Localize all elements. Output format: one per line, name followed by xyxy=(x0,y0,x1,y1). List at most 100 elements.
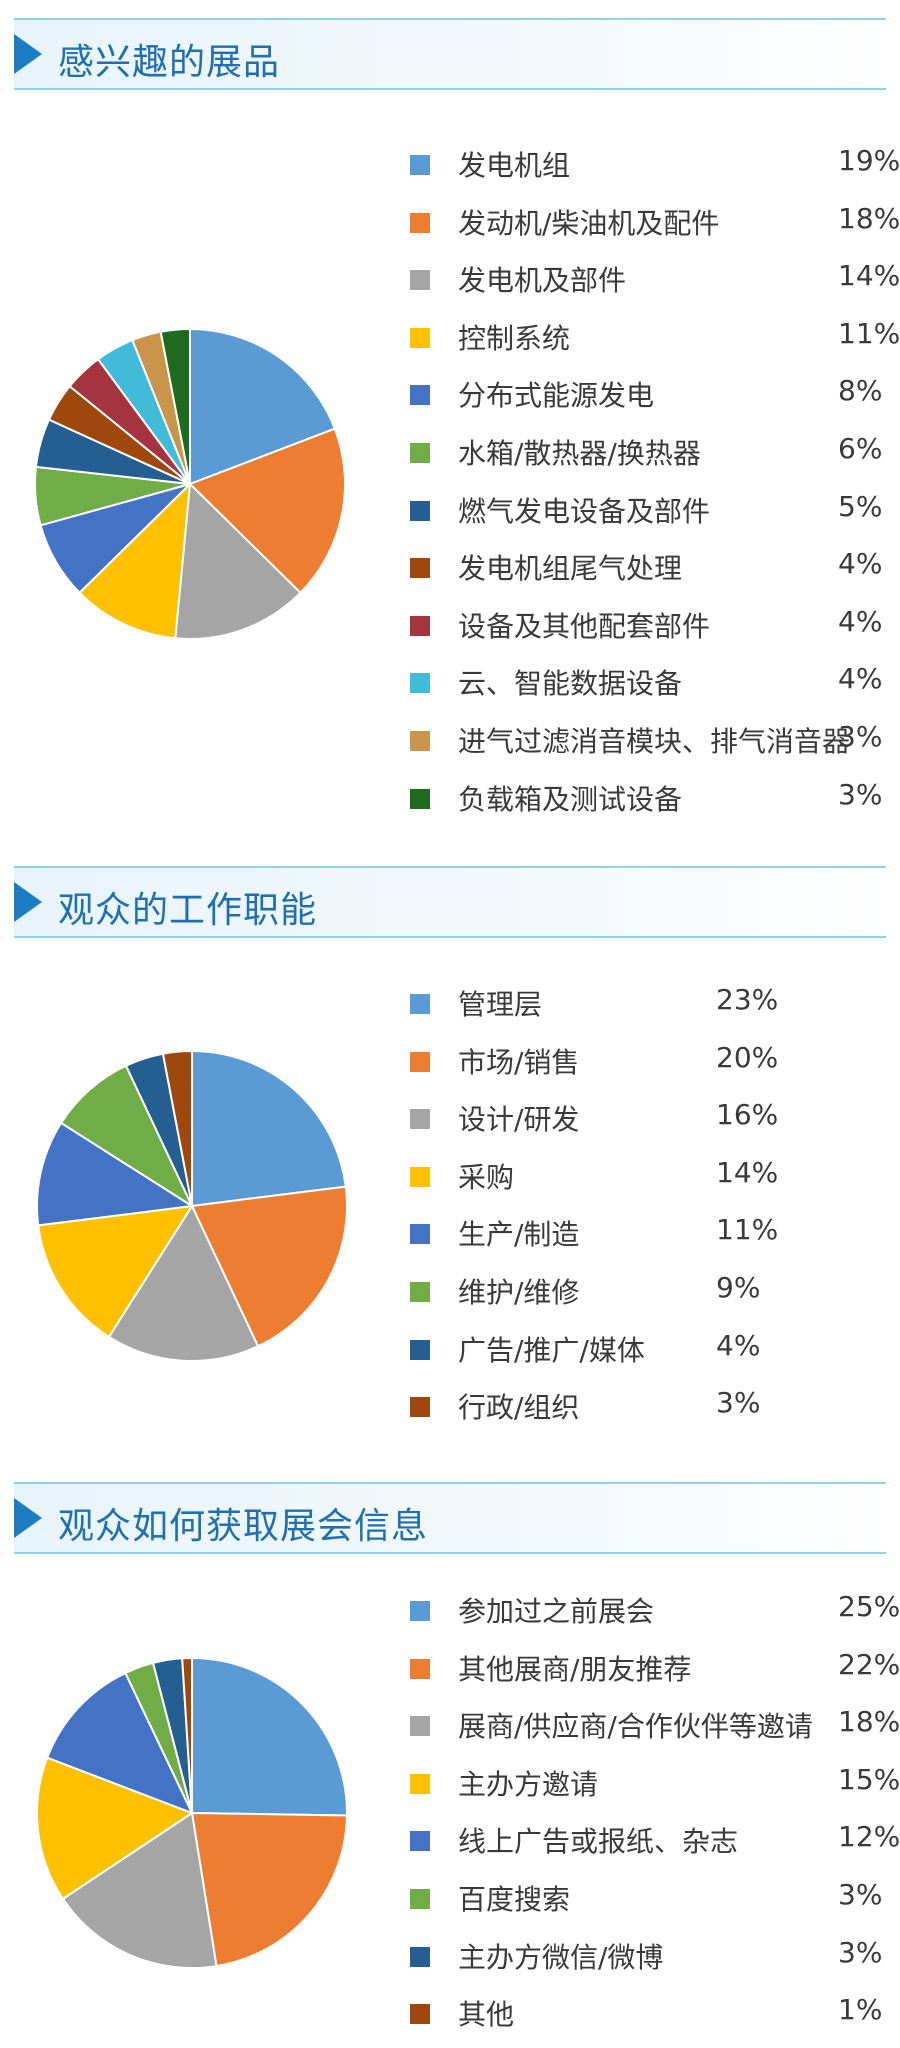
legend-value: 4% xyxy=(838,662,883,696)
pie-slice xyxy=(107,1203,260,1362)
legend-value: 4% xyxy=(716,1328,761,1362)
legend-value: 4% xyxy=(838,547,883,581)
pie-slice xyxy=(161,1049,193,1207)
legend-label: 其他展商/朋友推荐 xyxy=(458,1652,692,1686)
legend-value: 11% xyxy=(716,1213,779,1247)
legend-label: 参加过之前展会 xyxy=(458,1595,655,1628)
pie-slice xyxy=(36,1756,195,1901)
legend-value: 20% xyxy=(716,1040,779,1074)
legend-value: 3% xyxy=(838,777,883,811)
legend-value: 8% xyxy=(838,374,883,408)
legend-value: 4% xyxy=(838,604,883,638)
legend-swatch xyxy=(410,327,430,348)
legend-swatch xyxy=(410,615,430,636)
legend-value: 19% xyxy=(838,144,900,177)
legend-swatch xyxy=(410,1339,430,1360)
legend-label: 管理层 xyxy=(458,988,543,1021)
pie-slice xyxy=(45,1671,194,1815)
arrow-icon xyxy=(14,882,42,922)
legend-value: 6% xyxy=(838,431,883,465)
legend-swatch xyxy=(410,1831,430,1852)
legend-swatch xyxy=(410,1946,430,1967)
pie-slice xyxy=(78,481,192,640)
legend-label: 生产/制造 xyxy=(458,1218,580,1252)
legend-value: 12% xyxy=(838,1820,900,1854)
section-banner: 观众的工作职能 xyxy=(14,866,886,938)
legend-swatch xyxy=(410,2004,430,2025)
legend-swatch xyxy=(410,558,430,579)
pie-chart-exhibits xyxy=(34,327,346,640)
pie-slice xyxy=(190,1185,348,1348)
legend-value: 23% xyxy=(716,983,779,1016)
legend-swatch xyxy=(410,1658,430,1679)
legend-swatch xyxy=(410,270,430,291)
legend-value: 3% xyxy=(716,1386,761,1420)
legend-swatch xyxy=(410,385,430,406)
section-title: 观众的工作职能 xyxy=(58,890,318,931)
legend-label: 设计/研发 xyxy=(458,1103,580,1137)
legend-label: 其他 xyxy=(458,1998,515,2032)
legend-value: 3% xyxy=(838,1935,883,1969)
section-title: 感兴趣的展品 xyxy=(58,42,281,83)
legend-label: 主办方微信/微博 xyxy=(458,1940,664,1974)
legend-value: 16% xyxy=(716,1098,779,1132)
legend-value: 25% xyxy=(838,1590,900,1623)
legend-swatch xyxy=(410,442,430,463)
legend-value: 3% xyxy=(838,719,883,753)
legend-swatch xyxy=(410,212,430,233)
legend-label: 燃气发电设备及部件 xyxy=(458,494,711,528)
legend-swatch xyxy=(410,1281,430,1302)
legend-swatch xyxy=(410,788,430,809)
legend-value: 22% xyxy=(838,1647,900,1681)
pie-slice xyxy=(37,1204,194,1339)
legend-value: 14% xyxy=(838,259,900,293)
legend-swatch xyxy=(410,1716,430,1737)
pie-slice xyxy=(36,1121,195,1227)
legend-value: 11% xyxy=(838,316,900,350)
legend-label: 展商/供应商/合作伙伴等邀请 xyxy=(458,1710,813,1744)
pie-slice xyxy=(61,1811,218,1969)
legend-swatch xyxy=(410,994,430,1014)
legend-value: 18% xyxy=(838,1705,900,1739)
legend-swatch xyxy=(410,155,430,175)
pie-chart-job-functions xyxy=(36,1049,348,1362)
pie-slice xyxy=(188,427,346,595)
legend-label: 发电机组尾气处理 xyxy=(458,552,683,586)
legend-value: 3% xyxy=(838,1877,883,1911)
legend-label: 维护/维修 xyxy=(458,1275,580,1309)
section-title: 观众如何获取展会信息 xyxy=(58,1506,429,1547)
pie-slice xyxy=(181,1656,193,1814)
legend-label: 广告/推广/媒体 xyxy=(458,1333,645,1367)
legend-value: 9% xyxy=(716,1270,761,1304)
legend-label: 设备及其他配套部件 xyxy=(458,609,711,643)
legend-label: 云、智能数据设备 xyxy=(458,667,683,701)
legend-label: 行政/组织 xyxy=(458,1391,580,1425)
pie-slice xyxy=(59,1064,195,1209)
legend-value: 15% xyxy=(838,1762,900,1796)
legend-label: 控制系统 xyxy=(458,321,571,355)
legend-label: 发电机及部件 xyxy=(458,264,627,298)
legend-swatch xyxy=(410,1051,430,1072)
pie-slice xyxy=(191,1049,347,1208)
legend-label: 负载箱及测试设备 xyxy=(458,782,683,816)
legend-swatch xyxy=(410,730,430,751)
pie-slice xyxy=(159,327,191,485)
legend-swatch xyxy=(410,500,430,521)
legend-label: 百度搜索 xyxy=(458,1882,571,1916)
pie-slice xyxy=(191,1656,348,1817)
pie-slice xyxy=(190,1811,348,1968)
legend-swatch xyxy=(410,1166,430,1187)
legend-swatch xyxy=(410,1397,430,1418)
pie-chart-info-sources xyxy=(36,1656,348,1969)
legend-swatch xyxy=(410,1888,430,1909)
legend-label: 发动机/柴油机及配件 xyxy=(458,206,720,240)
legend-swatch xyxy=(410,1773,430,1794)
arrow-icon xyxy=(14,1498,42,1538)
legend-swatch xyxy=(410,673,430,694)
legend-label: 线上广告或报纸、杂志 xyxy=(458,1825,739,1859)
legend-value: 5% xyxy=(838,489,883,523)
pie-slice xyxy=(174,481,302,640)
legend-label: 分布式能源发电 xyxy=(458,379,655,413)
legend-value: 18% xyxy=(838,201,900,235)
legend-swatch xyxy=(410,1224,430,1245)
